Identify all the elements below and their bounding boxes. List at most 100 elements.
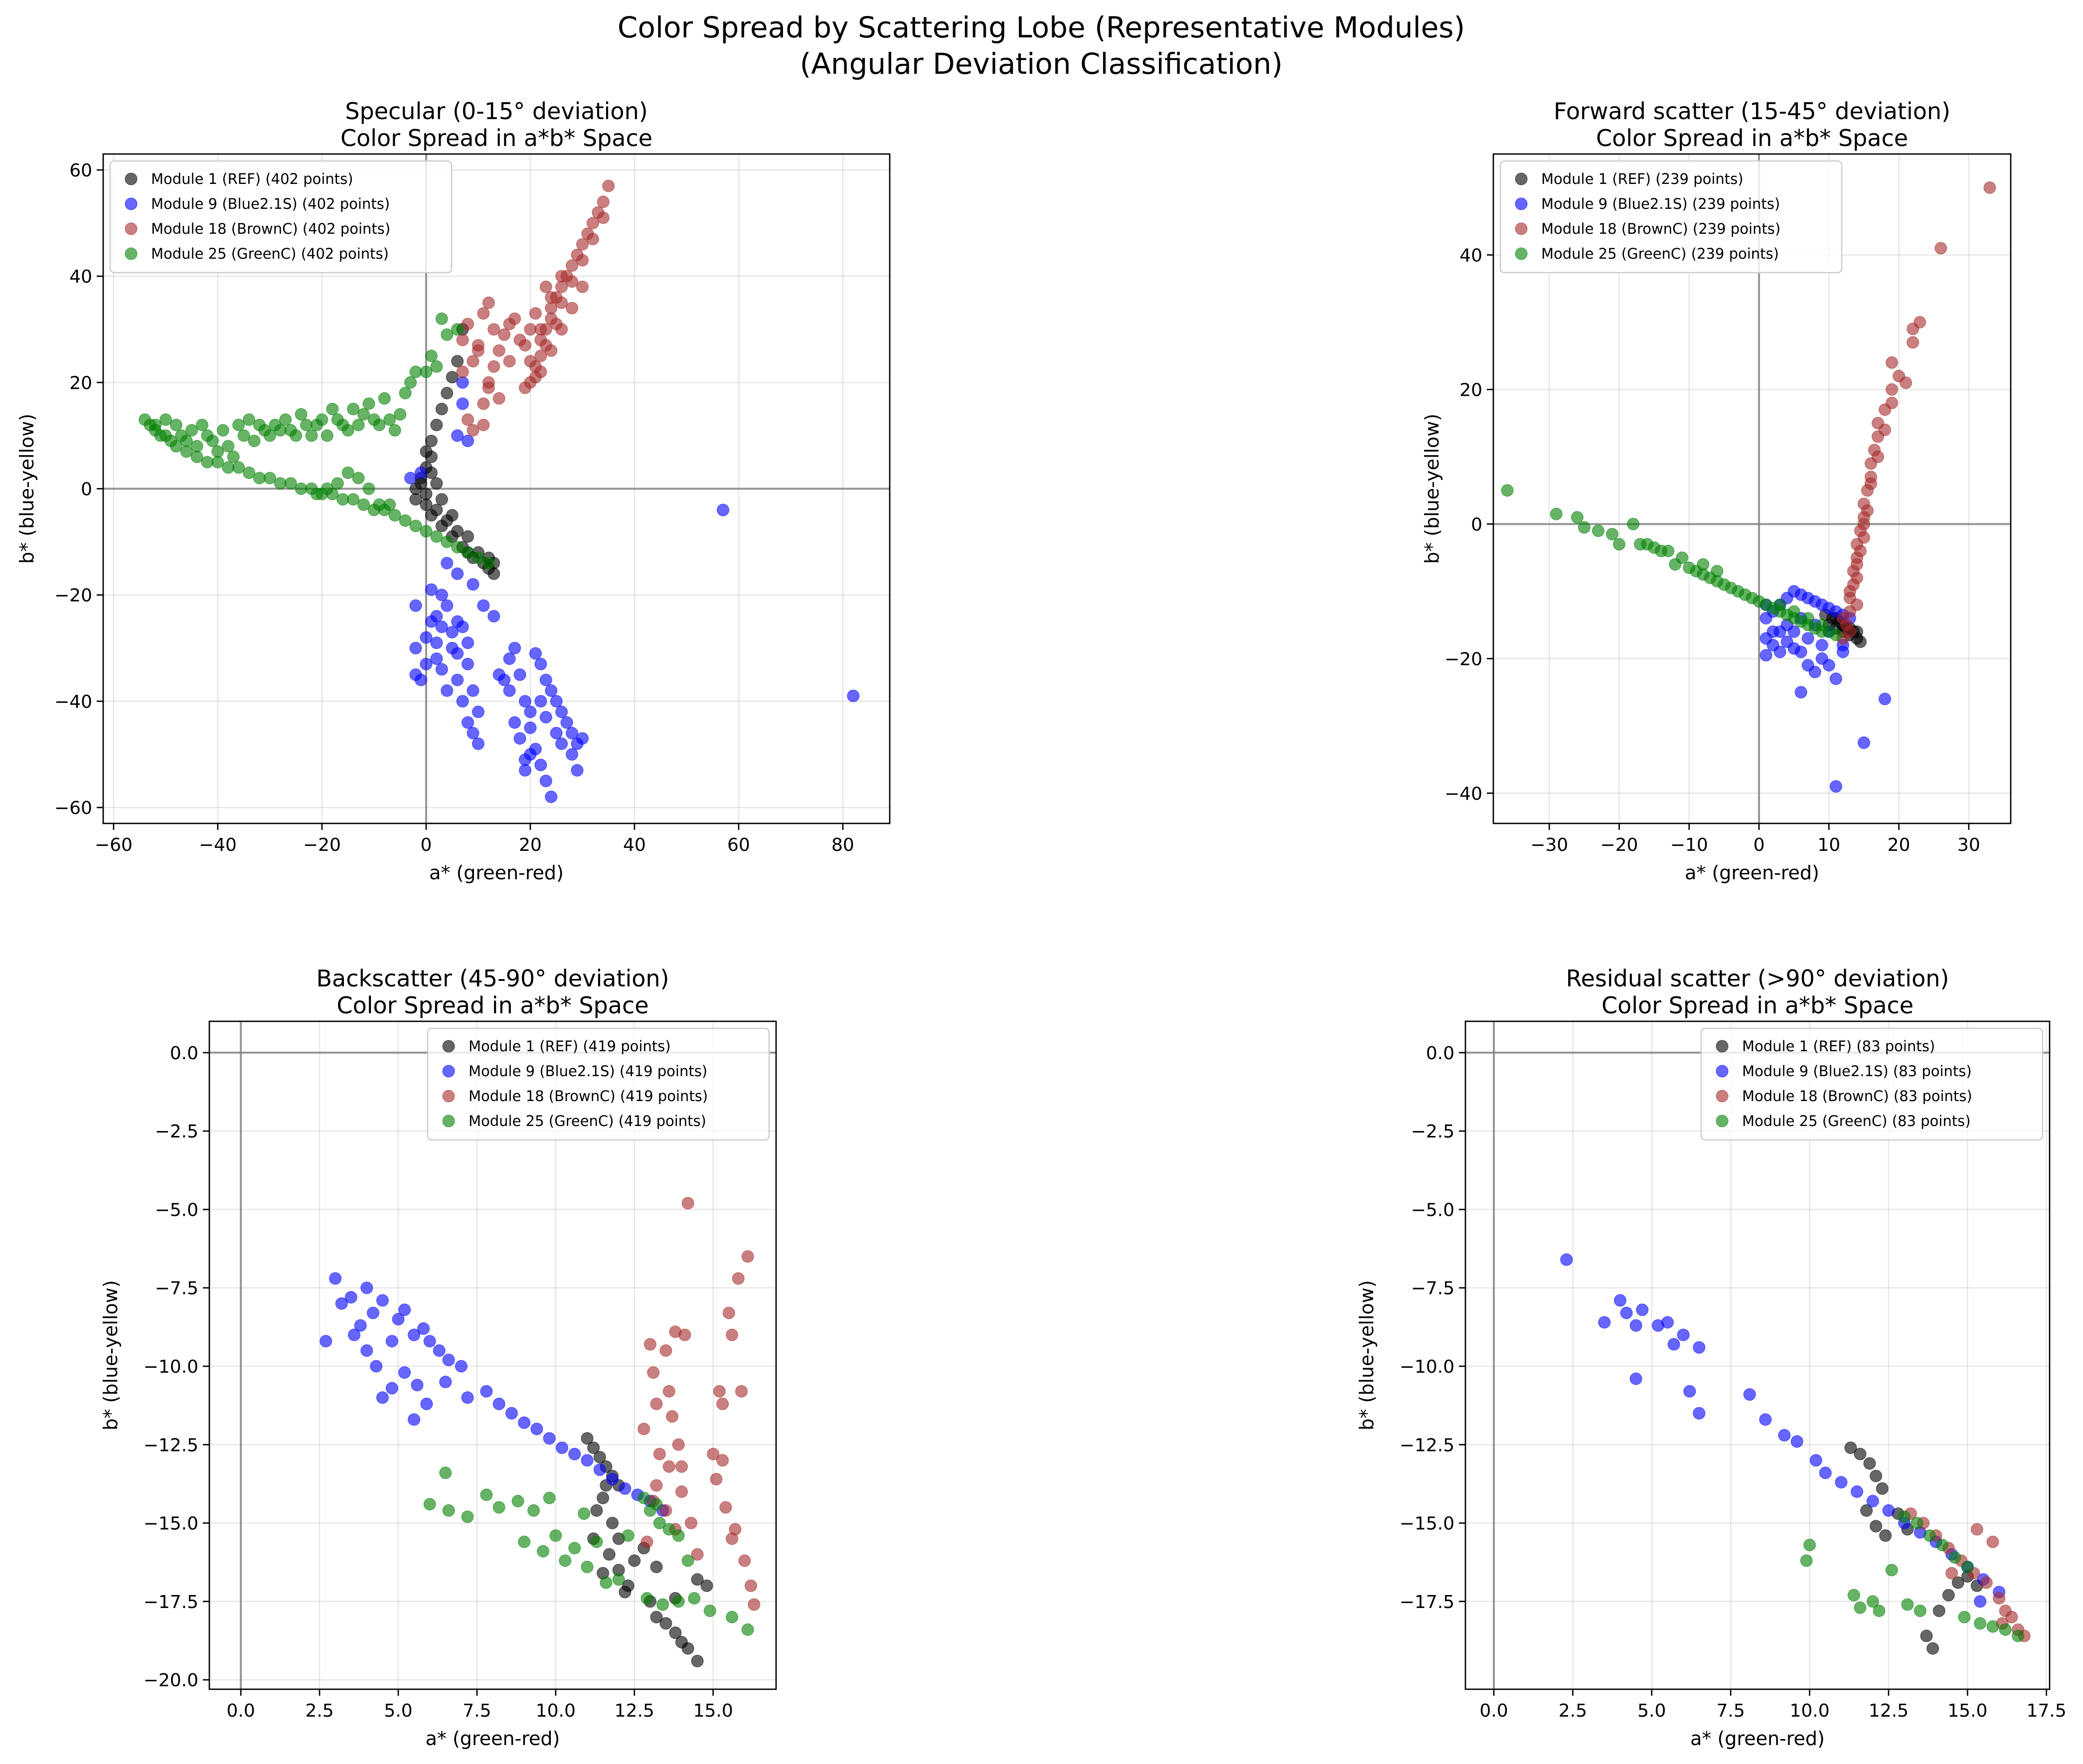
panel-1-legend: Module 1 (REF) (402 points) Module 9 (Blu…	[109, 160, 453, 274]
data-point	[681, 1554, 694, 1567]
data-point	[703, 1604, 716, 1617]
data-point	[597, 211, 610, 224]
data-point	[425, 615, 438, 628]
data-point	[1914, 316, 1926, 328]
data-point	[606, 1472, 619, 1485]
data-point	[399, 514, 412, 527]
data-point	[409, 641, 422, 654]
data-point	[710, 1472, 723, 1485]
data-point	[477, 397, 490, 410]
data-point	[1592, 524, 1604, 537]
data-point	[672, 1438, 685, 1451]
data-point	[666, 1410, 679, 1423]
data-point	[341, 467, 354, 480]
data-point	[508, 641, 521, 654]
legend-label: Module 18 (BrownC) (83 points)	[1742, 1088, 1972, 1105]
data-point	[1857, 531, 1870, 544]
legend-label: Module 9 (Blue2.1S) (83 points)	[1742, 1063, 1972, 1080]
data-point	[662, 1385, 675, 1398]
legend-marker	[442, 1115, 455, 1127]
data-point	[482, 296, 495, 309]
data-point	[451, 541, 464, 554]
data-point	[1836, 612, 1849, 625]
y-tick-label: −40	[54, 692, 92, 712]
data-point	[253, 472, 266, 484]
data-point	[383, 498, 396, 511]
data-point	[534, 657, 547, 670]
data-point	[2005, 1610, 2018, 1623]
data-point	[2012, 1629, 2025, 1642]
x-tick-label: 80	[831, 835, 854, 855]
data-point	[467, 355, 480, 368]
data-point	[545, 344, 558, 357]
data-point	[360, 1282, 373, 1294]
data-point	[1861, 504, 1874, 517]
data-point	[741, 1623, 754, 1636]
legend-label: Module 9 (Blue2.1S) (419 points)	[469, 1063, 707, 1080]
data-point	[681, 1642, 694, 1655]
data-point	[726, 1328, 739, 1341]
data-point	[1836, 645, 1849, 658]
data-point	[362, 482, 375, 495]
legend-marker	[1716, 1090, 1729, 1103]
legend-label: Module 25 (GreenC) (83 points)	[1742, 1113, 1971, 1129]
panel-3-legend-box	[427, 1027, 770, 1141]
data-point	[352, 419, 365, 432]
data-point	[232, 419, 245, 432]
data-point	[545, 291, 558, 304]
data-point	[726, 1610, 739, 1623]
data-point	[1951, 1576, 1964, 1589]
legend-label: Module 1 (REF) (239 points)	[1541, 170, 1744, 187]
data-point	[568, 1542, 581, 1555]
y-tick-label: 0.0	[1426, 1043, 1454, 1064]
data-point	[243, 467, 256, 480]
data-point	[446, 626, 459, 639]
data-point	[518, 753, 531, 766]
y-tick-label: 40	[1459, 245, 1482, 266]
data-point	[587, 1442, 600, 1454]
x-tick-label: 0	[1754, 835, 1765, 855]
data-point	[467, 578, 480, 591]
data-point	[398, 1303, 411, 1316]
data-point	[1986, 1620, 1999, 1633]
data-point	[647, 1366, 660, 1379]
data-point	[1641, 538, 1654, 551]
y-tick-label: −20	[54, 586, 92, 606]
data-point	[320, 429, 333, 442]
data-point	[1843, 625, 1856, 638]
data-point	[441, 599, 454, 612]
data-point	[534, 323, 547, 336]
y-tick-label: −17.5	[1400, 1592, 1454, 1612]
data-point	[480, 1488, 493, 1501]
x-tick-label: 0.0	[1479, 1701, 1508, 1721]
data-point	[439, 1375, 452, 1388]
data-point	[590, 1504, 603, 1517]
data-point	[716, 1398, 729, 1411]
data-point	[385, 1382, 398, 1395]
y-tick-label: 20	[69, 373, 92, 393]
data-point	[1815, 619, 1828, 632]
legend-label: Module 18 (BrownC) (419 points)	[469, 1088, 708, 1105]
data-point	[1661, 1316, 1674, 1329]
data-point	[373, 498, 386, 511]
data-point	[508, 716, 521, 729]
data-point	[539, 711, 552, 724]
data-point	[578, 1507, 591, 1520]
data-point	[1613, 1294, 1626, 1307]
data-point	[684, 1517, 697, 1530]
data-point	[430, 419, 443, 432]
data-point	[1873, 1604, 1886, 1617]
panel-3-legend: Module 1 (REF) (419 points) Module 9 (Blu…	[427, 1027, 770, 1141]
data-point	[455, 1360, 468, 1373]
data-point	[524, 323, 537, 336]
data-point	[576, 254, 589, 267]
data-point	[435, 621, 448, 634]
data-point	[662, 1523, 675, 1536]
data-point	[456, 333, 469, 346]
data-point	[1693, 1407, 1706, 1420]
panel-4-y-axis-label: b* (blue-yellow)	[1356, 1280, 1378, 1430]
data-point	[370, 1360, 383, 1373]
data-point	[529, 647, 542, 660]
data-point	[593, 1463, 606, 1476]
data-point	[420, 365, 433, 378]
